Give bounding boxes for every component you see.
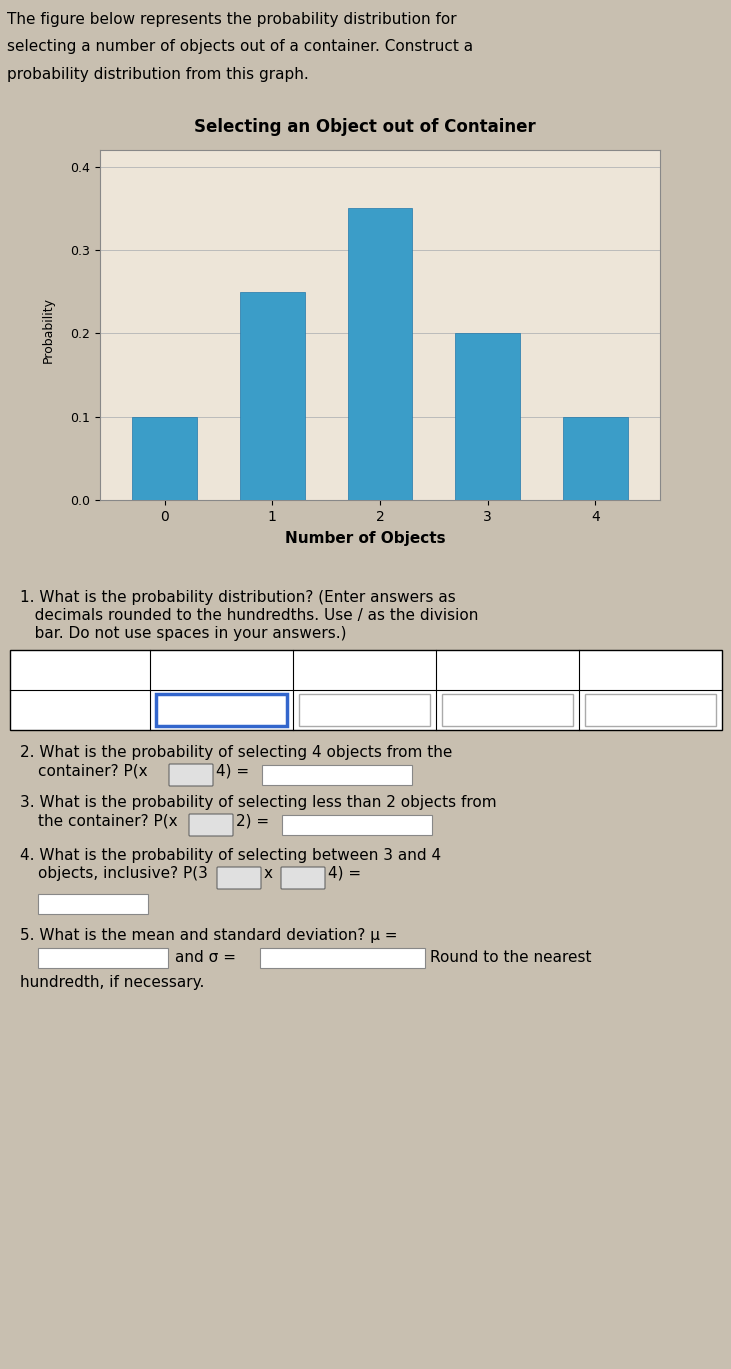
Text: objects, inclusive? P(3: objects, inclusive? P(3 [38,867,208,882]
Text: Probability: Probability [37,697,123,711]
Text: decimals rounded to the hundredths. Use / as the division: decimals rounded to the hundredths. Use … [20,608,478,623]
Text: Number of: Number of [39,657,121,671]
Text: container? P(x: container? P(x [38,763,148,778]
Text: 5. What is the mean and standard deviation? μ =: 5. What is the mean and standard deviati… [20,928,398,943]
Bar [563,416,628,500]
Bar [260,947,425,968]
Text: and σ =: and σ = [175,950,236,965]
Text: Selecting an Object out of Container: Selecting an Object out of Container [194,119,536,137]
Text: ▼: ▼ [309,873,316,883]
Text: 4) =: 4) = [216,763,249,778]
Text: ♦: ♦ [201,820,211,830]
Text: Probability: Probability [42,297,55,363]
Text: 2: 2 [503,663,512,678]
FancyBboxPatch shape [189,815,233,836]
Bar [348,208,412,500]
Text: 1. What is the probability distribution? (Enter answers as: 1. What is the probability distribution?… [20,590,455,605]
Text: ▼: ▼ [245,873,251,883]
Text: 1: 1 [360,663,369,678]
Text: probability distribution from this graph.: probability distribution from this graph… [7,67,309,82]
Bar [442,694,573,726]
Bar [132,416,197,500]
Text: Number of Objects: Number of Objects [284,531,445,546]
Bar [282,815,432,835]
Text: 4. What is the probability of selecting between 3 and 4: 4. What is the probability of selecting … [20,847,441,862]
Text: ♦: ♦ [229,873,239,883]
Text: Objects x: Objects x [44,669,116,683]
Text: 2) =: 2) = [236,813,269,828]
Text: hundredth, if necessary.: hundredth, if necessary. [20,975,205,990]
Bar [38,947,168,968]
Text: ♦: ♦ [293,873,303,883]
Text: P(x): P(x) [64,709,96,723]
Bar [10,650,722,730]
Bar [262,765,412,784]
Text: the container? P(x: the container? P(x [38,813,178,828]
FancyBboxPatch shape [169,764,213,786]
Text: selecting a number of objects out of a container. Construct a: selecting a number of objects out of a c… [7,40,474,55]
Text: ▼: ▼ [197,771,203,779]
FancyBboxPatch shape [281,867,325,888]
Text: Round to the nearest: Round to the nearest [430,950,591,965]
Text: ▼: ▼ [217,820,224,830]
Bar [240,292,305,500]
Text: 4) =: 4) = [328,867,361,882]
Bar [299,694,430,726]
Text: 2. What is the probability of selecting 4 objects from the: 2. What is the probability of selecting … [20,745,452,760]
Text: bar. Do not use spaces in your answers.): bar. Do not use spaces in your answers.) [20,626,346,641]
Text: ♦: ♦ [181,769,191,780]
Text: 3. What is the probability of selecting less than 2 objects from: 3. What is the probability of selecting … [20,795,496,810]
Bar [585,694,716,726]
Text: 3: 3 [645,663,656,678]
Text: The figure below represents the probability distribution for: The figure below represents the probabil… [7,12,457,27]
Bar [156,694,287,726]
Text: 0: 0 [216,663,227,678]
Text: x: x [264,867,273,882]
Bar [455,333,520,500]
Bar [38,894,148,914]
FancyBboxPatch shape [217,867,261,888]
